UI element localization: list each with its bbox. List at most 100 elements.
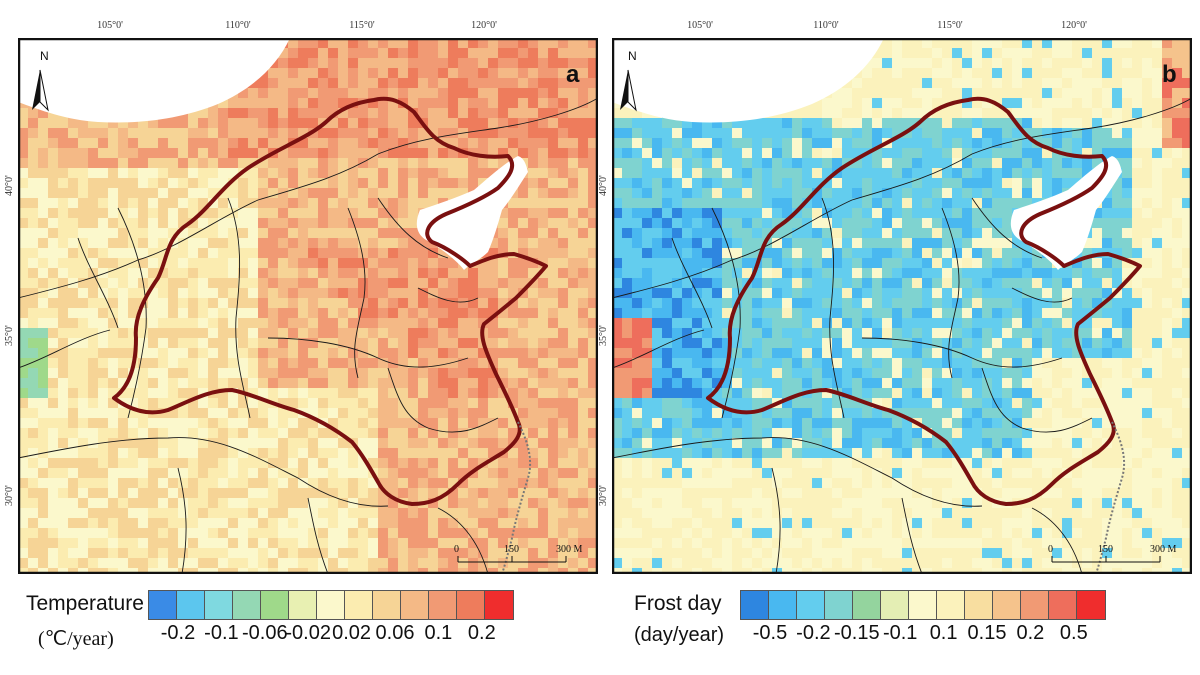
raster-cell [228,128,238,138]
raster-cell [742,178,752,188]
raster-cell [208,488,218,498]
raster-cell [458,288,468,298]
raster-cell [328,538,338,548]
raster-cell [308,68,318,78]
raster-cell [358,238,368,248]
raster-cell [662,278,672,288]
raster-cell [1132,68,1142,78]
raster-cell [872,148,882,158]
raster-cell [932,158,942,168]
raster-cell [802,288,812,298]
raster-cell [1002,48,1012,58]
raster-cell [218,178,228,188]
raster-cell [498,98,508,108]
raster-cell [1052,268,1062,278]
raster-cell [548,498,558,508]
raster-cell [762,178,772,188]
raster-cell [558,78,568,88]
raster-cell [1182,58,1192,68]
raster-cell [128,308,138,318]
raster-cell [1052,118,1062,128]
raster-cell [1132,298,1142,308]
raster-cell [48,158,58,168]
raster-cell [278,118,288,128]
raster-cell [138,448,148,458]
raster-cell [832,98,842,108]
raster-cell [348,368,358,378]
raster-cell [68,348,78,358]
raster-cell [528,428,538,438]
raster-cell [148,568,158,574]
raster-cell [578,58,588,68]
raster-cell [622,318,632,328]
raster-cell [872,308,882,318]
raster-cell [1002,288,1012,298]
raster-cell [538,358,548,368]
raster-cell [288,308,298,318]
raster-cell [148,128,158,138]
raster-cell [348,288,358,298]
raster-cell [148,168,158,178]
raster-cell [528,188,538,198]
raster-cell [298,228,308,238]
raster-cell [98,398,108,408]
raster-cell [258,148,268,158]
raster-cell [782,188,792,198]
raster-cell [358,378,368,388]
raster-cell [168,518,178,528]
raster-cell [98,488,108,498]
lon-label-115-b: 115°0' [937,20,963,31]
raster-cell [328,108,338,118]
raster-cell [348,248,358,258]
raster-cell [702,158,712,168]
raster-cell [378,88,388,98]
raster-cell [882,98,892,108]
raster-cell [1122,338,1132,348]
raster-cell [1162,128,1172,138]
raster-cell [1122,98,1132,108]
raster-cell [762,198,772,208]
raster-cell [328,58,338,68]
raster-cell [358,288,368,298]
raster-cell [38,118,48,128]
raster-cell [578,408,588,418]
raster-cell [228,148,238,158]
raster-cell [1002,38,1012,48]
raster-cell [568,218,578,228]
raster-cell [78,488,88,498]
raster-cell [802,238,812,248]
raster-cell [902,288,912,298]
raster-cell [792,328,802,338]
raster-cell [168,328,178,338]
raster-cell [308,118,318,128]
raster-cell [882,108,892,118]
raster-cell [308,298,318,308]
raster-cell [762,188,772,198]
raster-cell [418,398,428,408]
raster-cell [348,298,358,308]
raster-cell [358,278,368,288]
raster-cell [1172,178,1182,188]
raster-cell [278,368,288,378]
raster-cell [792,128,802,138]
raster-cell [1102,308,1112,318]
raster-cell [508,288,518,298]
raster-cell [298,168,308,178]
raster-cell [832,158,842,168]
raster-cell [702,308,712,318]
raster-cell [88,468,98,478]
raster-cell [398,258,408,268]
raster-cell [228,518,238,528]
raster-cell [682,288,692,298]
raster-cell [692,298,702,308]
raster-cell [138,208,148,218]
raster-cell [238,98,248,108]
raster-cell [962,128,972,138]
raster-cell [68,288,78,298]
raster-cell [308,238,318,248]
raster-cell [1032,148,1042,158]
raster-cell [782,278,792,288]
raster-cell [428,548,438,558]
raster-cell [58,118,68,128]
raster-cell [378,128,388,138]
